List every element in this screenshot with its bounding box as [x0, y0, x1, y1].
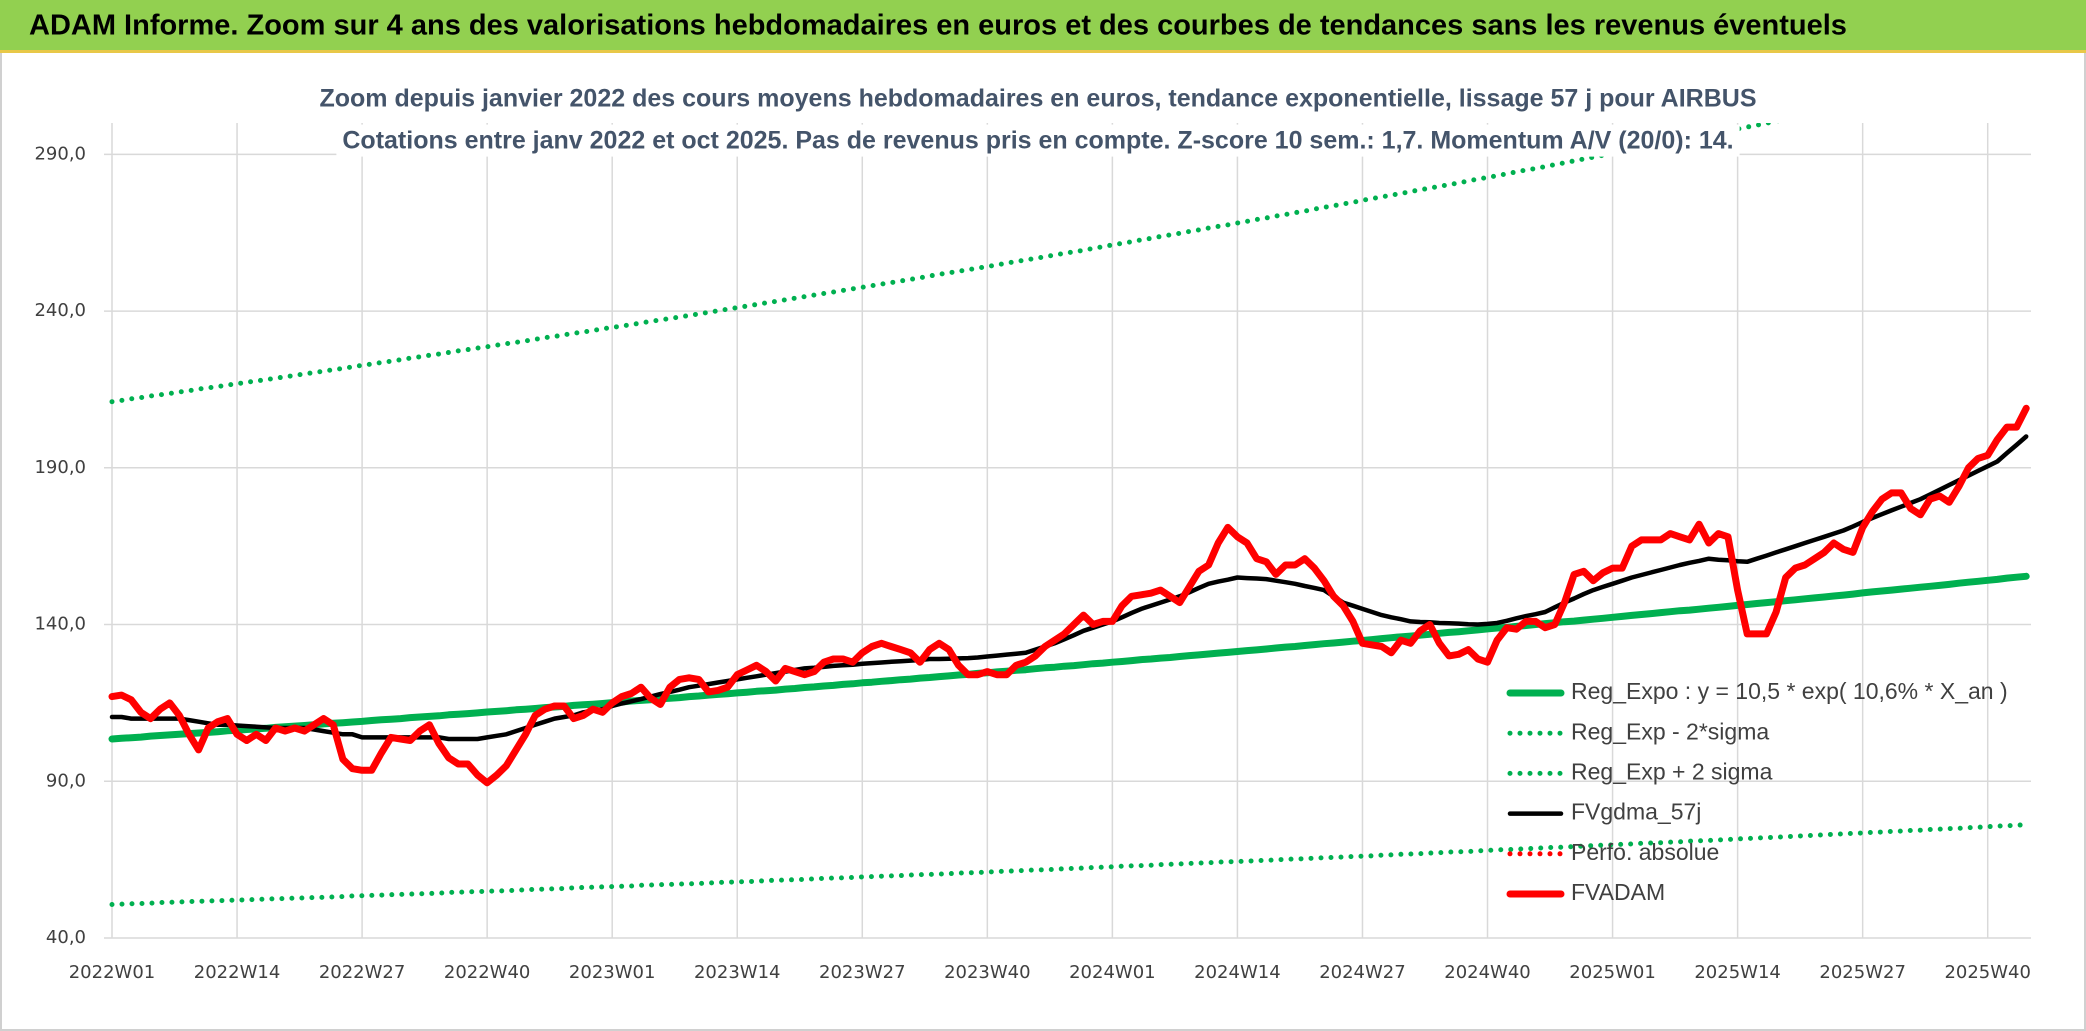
x-tick-label: 2022W01 — [69, 962, 156, 983]
x-tick-label: 2025W40 — [1944, 962, 2031, 983]
x-tick-label: 2024W14 — [1194, 962, 1281, 983]
x-tick-label: 2023W40 — [944, 962, 1031, 983]
x-tick-label: 2024W27 — [1319, 962, 1406, 983]
legend-label: Reg_Exp - 2*sigma — [1571, 718, 1769, 744]
x-tick-label: 2023W27 — [819, 962, 906, 983]
subtitle-backing — [313, 82, 1763, 115]
x-tick-label: 2025W27 — [1819, 962, 1906, 983]
x-tick-label: 2022W27 — [319, 962, 406, 983]
chart-subtitle: Cotations entre janv 2022 et oct 2025. P… — [342, 127, 1733, 155]
legend-label: FVADAM — [1571, 879, 1665, 905]
header-rule — [0, 50, 2086, 53]
legend-label: Reg_Expo : y = 10,5 * exp( 10,6% * X_an … — [1571, 678, 2008, 704]
x-tick-label: 2024W40 — [1444, 962, 1531, 983]
x-tick-label: 2023W01 — [569, 962, 656, 983]
series-line — [108, 572, 2030, 743]
plot-area — [108, 123, 2030, 907]
legend-label: Perfo. absolue — [1571, 839, 1719, 865]
y-tick-label: 140,0 — [34, 614, 86, 635]
y-tick-label: 190,0 — [34, 457, 86, 478]
header-bar — [0, 0, 2086, 51]
y-tick-label: 40,0 — [46, 927, 86, 948]
series-line — [109, 434, 2029, 742]
chart-title: Zoom depuis janvier 2022 des cours moyen… — [319, 85, 1756, 113]
y-tick-label: 240,0 — [34, 300, 86, 321]
series-line — [108, 404, 2030, 787]
y-tick-label: 290,0 — [34, 143, 86, 164]
header-title: ADAM Informe. Zoom sur 4 ans des valoris… — [29, 10, 1847, 42]
subtitle-backing — [336, 124, 1740, 157]
series-line — [109, 822, 2029, 907]
legend-label: Reg_Exp + 2 sigma — [1571, 758, 1773, 784]
y-tick-label: 90,0 — [46, 770, 86, 791]
legend-label: FVgdma_57j — [1571, 799, 1701, 825]
x-tick-label: 2022W40 — [444, 962, 531, 983]
x-tick-label: 2025W14 — [1694, 962, 1781, 983]
x-tick-label: 2025W01 — [1569, 962, 1656, 983]
x-tick-label: 2022W14 — [194, 962, 281, 983]
x-tick-label: 2024W01 — [1069, 962, 1156, 983]
x-tick-label: 2023W14 — [694, 962, 781, 983]
